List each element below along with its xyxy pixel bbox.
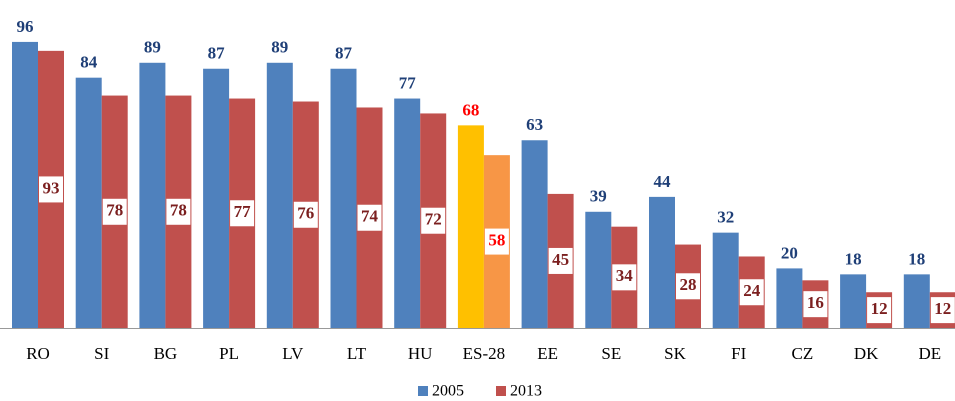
x-tick-label: FI [731, 344, 746, 363]
bar [776, 268, 803, 328]
bar [585, 211, 612, 328]
label-box [739, 279, 764, 306]
x-tick-label: SI [94, 344, 109, 363]
label-box [166, 198, 191, 225]
value-label: 84 [80, 53, 98, 72]
value-label: 44 [654, 172, 672, 191]
value-label: 28 [680, 275, 697, 294]
label-box [357, 204, 382, 231]
value-label: 58 [488, 230, 505, 249]
value-label: 78 [106, 201, 123, 220]
label-box [803, 291, 828, 318]
bar [840, 274, 867, 328]
value-label: 34 [616, 266, 634, 285]
legend-label: 2005 [432, 383, 464, 400]
x-tick-label: DE [918, 344, 941, 363]
label-box [293, 201, 318, 228]
value-label: 87 [335, 44, 353, 63]
x-tick-label: SK [664, 344, 686, 363]
label-box [484, 228, 509, 255]
x-tick-label: EE [537, 344, 558, 363]
value-label: 89 [271, 38, 288, 57]
legend-label: 2013 [510, 383, 542, 400]
value-label: 63 [526, 115, 543, 134]
bar [330, 68, 357, 329]
value-label: 68 [462, 100, 479, 119]
bar [12, 41, 38, 329]
value-label: 32 [717, 208, 734, 227]
bar [203, 68, 230, 329]
value-label: 18 [845, 249, 862, 268]
value-label: 87 [208, 44, 226, 63]
value-label: 74 [361, 207, 379, 226]
value-label: 76 [297, 204, 314, 223]
x-tick-label: CZ [792, 344, 814, 363]
legend-swatch [418, 386, 428, 396]
bar [75, 77, 102, 329]
label-box [930, 297, 955, 324]
bar [521, 140, 548, 328]
value-label: 12 [871, 299, 888, 318]
value-label: 77 [399, 73, 417, 92]
value-label: 16 [807, 293, 824, 312]
x-tick-label: LT [347, 344, 367, 363]
value-label: 12 [934, 299, 951, 318]
value-label: 18 [908, 249, 925, 268]
value-label: 20 [781, 243, 798, 262]
x-tick-label: SE [601, 344, 621, 363]
bar [903, 274, 930, 328]
label-box [39, 176, 63, 203]
bar [266, 62, 293, 328]
label-box [612, 264, 637, 291]
value-label: 39 [590, 187, 607, 206]
x-tick-label: HU [408, 344, 433, 363]
label-box [867, 297, 892, 324]
value-label: 78 [170, 201, 187, 220]
bar [394, 98, 421, 328]
label-box [230, 200, 255, 227]
x-tick-label: BG [154, 344, 178, 363]
x-tick-label: DK [854, 344, 879, 363]
value-label: 93 [43, 178, 60, 197]
value-label: 96 [17, 17, 34, 36]
label-box [421, 207, 446, 234]
label-box [548, 247, 573, 274]
label-box [102, 198, 127, 225]
bar [457, 125, 484, 328]
label-box [676, 273, 700, 300]
value-label: 72 [425, 210, 442, 229]
bar [712, 232, 739, 328]
value-label: 77 [234, 202, 252, 221]
x-tick-label: ES-28 [463, 344, 506, 363]
value-label: 45 [552, 250, 569, 269]
value-label: 24 [743, 281, 761, 300]
bar [649, 196, 675, 328]
x-tick-label: RO [26, 344, 50, 363]
bar [139, 62, 166, 328]
x-tick-label: PL [219, 344, 239, 363]
x-tick-label: LV [282, 344, 304, 363]
value-label: 89 [144, 38, 161, 57]
legend-swatch [496, 386, 506, 396]
